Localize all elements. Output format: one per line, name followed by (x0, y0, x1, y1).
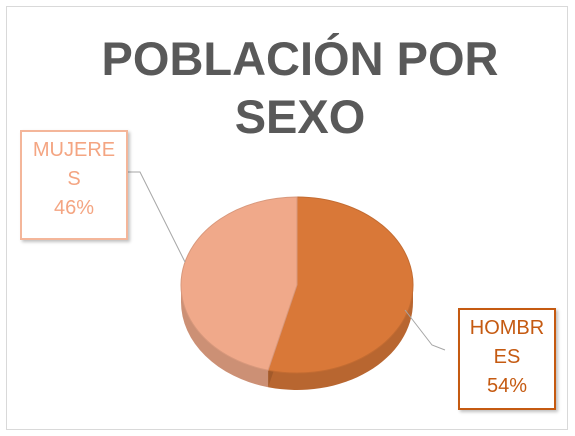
pie-slice (267, 196, 414, 374)
label-value: 54% (486, 375, 528, 397)
leader-line (404, 309, 446, 351)
data-label: HOMBRES 54% (458, 308, 556, 410)
pie-slice (180, 196, 298, 371)
chart-frame (6, 6, 568, 430)
label-category: MUJERES (32, 139, 116, 190)
slice-side (268, 285, 413, 390)
chart-title: POBLACIÓN POR SEXO (101, 32, 499, 143)
label-category: HOMBRES (469, 317, 545, 368)
slice-side (181, 285, 269, 388)
leader-line (128, 171, 186, 263)
label-value: 46% (53, 197, 95, 219)
data-label: MUJERES 46% (20, 130, 128, 240)
